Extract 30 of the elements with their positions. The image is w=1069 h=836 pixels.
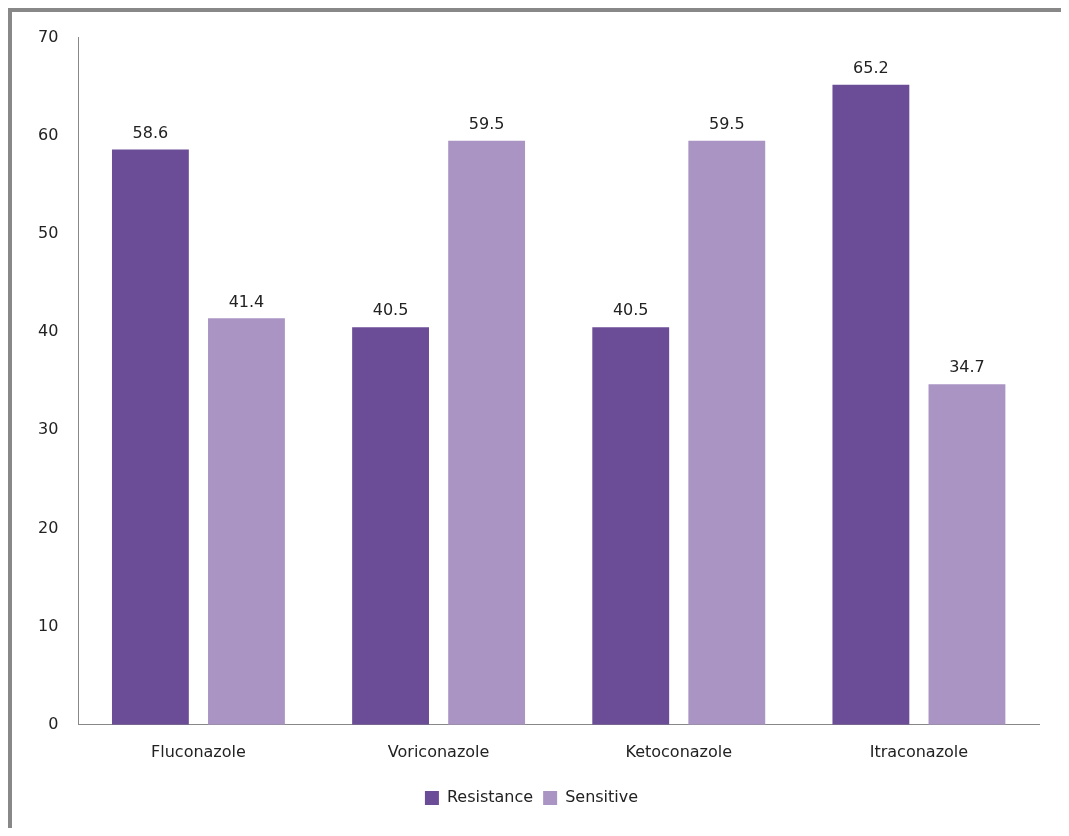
data-label: 59.5 — [708, 113, 745, 133]
y-tick-label: 70 — [38, 26, 59, 46]
bar — [208, 318, 285, 725]
y-tick-label: 60 — [38, 124, 59, 144]
data-label: 41.4 — [228, 291, 265, 311]
x-tick-label: Ketoconazole — [625, 741, 733, 761]
legend-label: Sensitive — [565, 787, 639, 807]
y-tick-label: 0 — [48, 713, 59, 733]
y-tick-label: 30 — [38, 419, 59, 439]
data-label: 34.7 — [949, 357, 985, 377]
bar — [928, 384, 1006, 725]
x-tick-label: Voriconazole — [387, 741, 490, 761]
y-tick-label: 50 — [38, 223, 59, 243]
bar — [111, 149, 189, 725]
bar — [448, 140, 526, 725]
y-tick-label: 20 — [38, 517, 59, 537]
data-label: 59.5 — [468, 113, 505, 133]
data-label: 58.6 — [132, 122, 169, 142]
data-label: 40.5 — [612, 300, 649, 320]
y-tick-label: 10 — [38, 615, 59, 635]
bar — [832, 84, 910, 725]
y-tick-label: 40 — [38, 321, 59, 341]
x-tick-label: Fluconazole — [151, 741, 246, 761]
data-label: 40.5 — [372, 300, 409, 320]
x-tick-label: Itraconazole — [869, 741, 969, 761]
bar — [592, 327, 670, 725]
bar — [688, 140, 766, 725]
data-label: 65.2 — [853, 57, 889, 77]
bar — [352, 327, 429, 725]
legend-label: Resistance — [446, 787, 534, 807]
